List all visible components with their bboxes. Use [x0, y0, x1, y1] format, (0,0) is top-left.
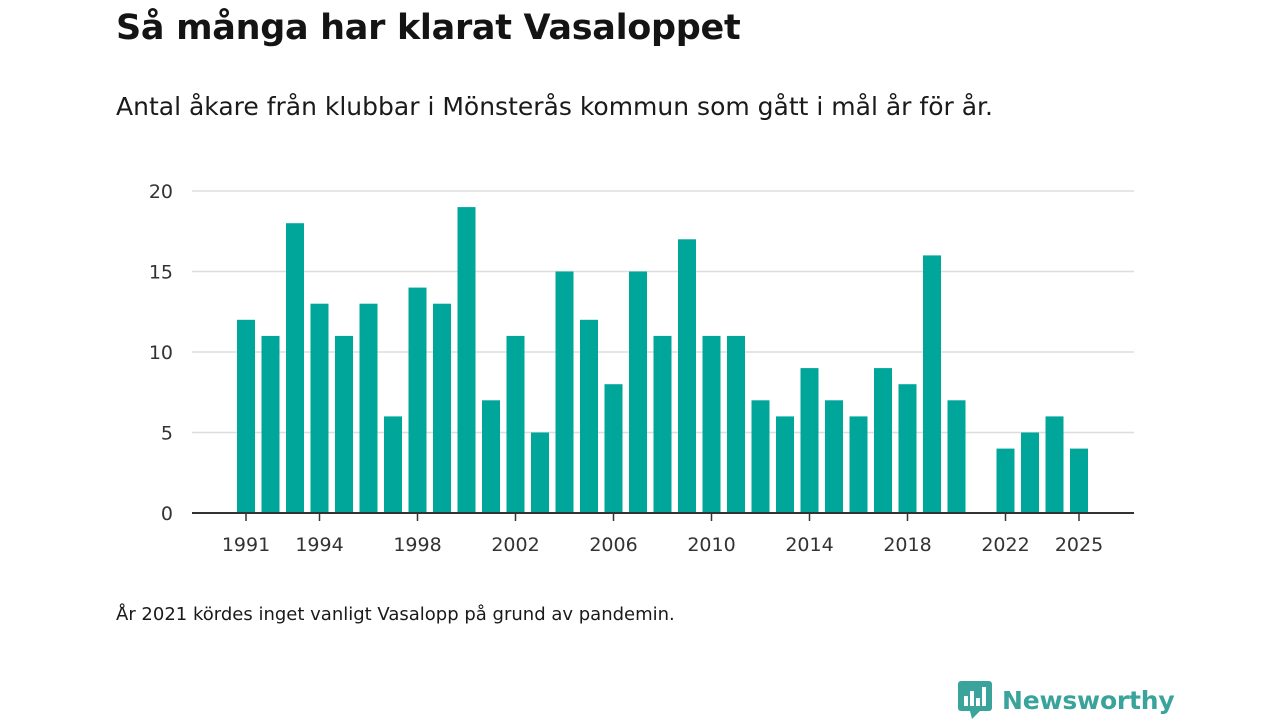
bars: [237, 207, 1088, 514]
y-tick-label-5: 5: [161, 423, 173, 445]
y-tick-label-10: 10: [149, 342, 173, 364]
y-tick-label-20: 20: [149, 181, 173, 203]
y-tick-label-15: 15: [149, 262, 173, 284]
bar-1992: [261, 335, 280, 513]
x-tick-labels: 1991 1994 1998 2002 2006 2010 2014 2018 2022 2025: [222, 534, 1103, 556]
x-tick-label-1994: 1994: [295, 534, 343, 556]
bar-2020: [947, 400, 966, 513]
bar-2006: [604, 384, 623, 513]
brand-name: Newsworthy: [1002, 685, 1175, 715]
bar-1994: [310, 303, 329, 513]
bar-2009: [678, 239, 696, 514]
y-tick-label-0: 0: [161, 503, 173, 525]
bar-2007: [629, 271, 647, 513]
bar-2001: [482, 400, 500, 513]
bar-2018: [898, 384, 917, 513]
bar-2008: [653, 335, 672, 513]
x-tick-label-2006: 2006: [589, 534, 637, 556]
bar-1997: [384, 416, 402, 513]
x-axis: [192, 512, 1134, 521]
bar-1996: [359, 303, 378, 513]
x-tick-label-2002: 2002: [491, 534, 539, 556]
bar-2024: [1045, 416, 1064, 513]
newsworthy-logo-icon: [958, 681, 992, 719]
bar-2019: [923, 255, 941, 513]
x-tick-label-1998: 1998: [393, 534, 441, 556]
bar-2014: [800, 368, 819, 513]
bar-2017: [874, 368, 892, 513]
bar-2012: [751, 400, 770, 513]
newsworthy-brand: Newsworthy: [958, 680, 1175, 720]
x-tick-label-2010: 2010: [687, 534, 735, 556]
bar-2004: [555, 271, 574, 513]
y-tick-labels: 0 5 10 15 20: [149, 181, 173, 525]
bar-2013: [776, 416, 794, 513]
x-tick-label-1991: 1991: [222, 534, 270, 556]
bar-1998: [408, 287, 427, 513]
bar-2016: [849, 416, 868, 513]
bar-2023: [1021, 432, 1039, 513]
bar-1991: [237, 319, 255, 513]
bar-2003: [531, 432, 549, 513]
footnote: År 2021 kördes inget vanligt Vasalopp på…: [116, 604, 675, 625]
bar-2010: [702, 335, 721, 513]
x-tick-label-2018: 2018: [883, 534, 931, 556]
bar-2005: [580, 319, 598, 513]
bar-1999: [433, 303, 451, 513]
bar-2022: [996, 448, 1015, 513]
bar-2002: [506, 335, 525, 513]
chart-title: Så många har klarat Vasaloppet: [116, 8, 741, 48]
bar-2015: [825, 400, 843, 513]
x-tick-label-2022: 2022: [981, 534, 1029, 556]
x-tick-label-2014: 2014: [785, 534, 833, 556]
bar-2000: [457, 207, 476, 513]
bar-1995: [335, 335, 353, 513]
bar-1993: [286, 223, 304, 513]
bar-chart: 0 5 10 15 20 1991 1994 1998 2002 2006 2010 2014 201…: [149, 181, 1134, 556]
bar-2011: [727, 335, 745, 513]
x-tick-label-2025: 2025: [1055, 534, 1103, 556]
bar-2025: [1070, 448, 1088, 513]
chart-subtitle: Antal åkare från klubbar i Mönsterås kom…: [116, 92, 993, 121]
